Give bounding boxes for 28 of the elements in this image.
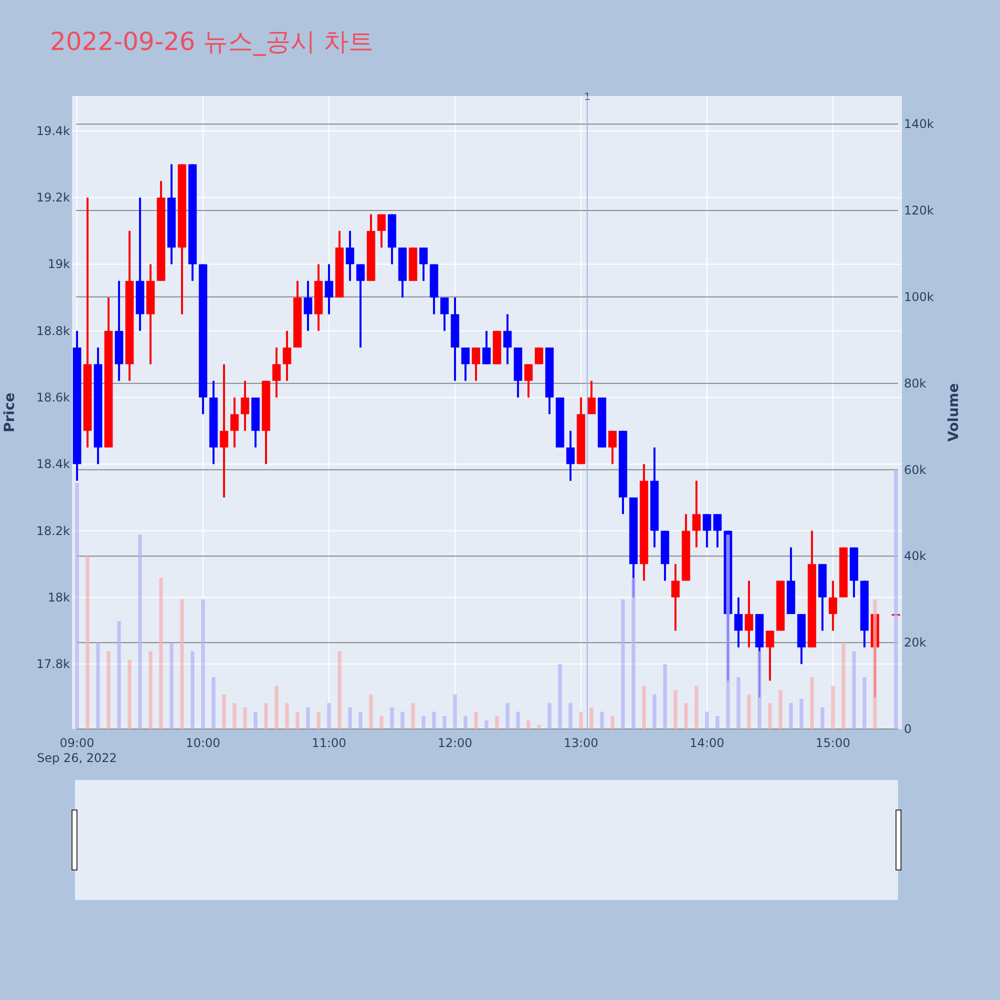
- y2-tick-label: 40k: [904, 549, 926, 564]
- x-tick-label: 15:00: [816, 736, 850, 750]
- x-tick-label: 11:00: [312, 736, 346, 750]
- y2-tick-label: 80k: [904, 376, 926, 390]
- y-tick-label: 18.2k: [36, 524, 70, 538]
- y-axis-title: Price: [2, 392, 18, 432]
- y-tick-label: 18.4k: [36, 457, 70, 472]
- chart-title: 2022-09-26 뉴스_공시 차트: [50, 27, 374, 56]
- y2-tick-label: 140k: [904, 117, 934, 132]
- x-tick-label: 10:00: [186, 736, 220, 750]
- y2-axis-title: Volume: [946, 383, 962, 442]
- x-tick-label: 14:00: [690, 736, 724, 750]
- y2-tick-label: 20k: [904, 636, 926, 650]
- y2-tick-label: 60k: [904, 462, 926, 477]
- x-tick-label: 12:00: [438, 736, 472, 750]
- y-tick-label: 18k: [48, 590, 70, 604]
- y-tick-label: 17.8k: [36, 657, 70, 672]
- y-tick-label: 19.2k: [36, 190, 70, 205]
- y-tick-label: 19.4k: [36, 124, 70, 138]
- y-tick-label: 19k: [48, 257, 70, 272]
- y2-tick-label: 100k: [904, 290, 934, 304]
- y2-tick-label: 0: [904, 722, 912, 736]
- text: Sep 26, 2022: [37, 751, 117, 765]
- y2-tick-label: 120k: [904, 204, 934, 218]
- x-tick-label: 09:00: [60, 736, 94, 750]
- x-tick-label: 13:00: [564, 736, 598, 750]
- y-tick-label: 18.6k: [36, 390, 70, 405]
- y-tick-label: 18.8k: [36, 324, 70, 338]
